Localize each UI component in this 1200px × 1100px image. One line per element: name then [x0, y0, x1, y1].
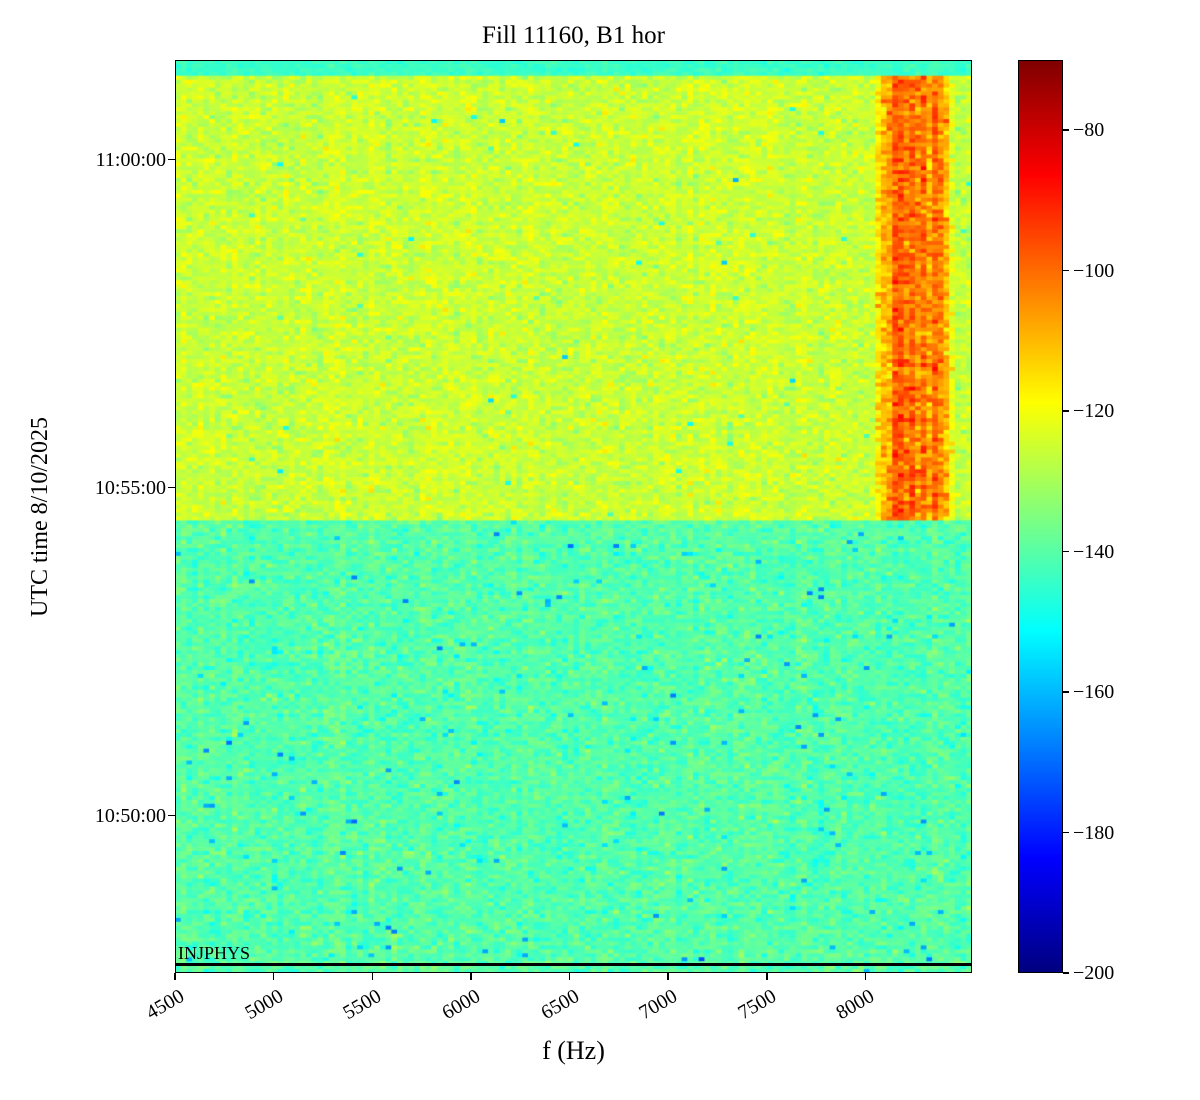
colorbar-tick-mark [1063, 831, 1069, 834]
colorbar-tick-label: −180 [1073, 821, 1115, 844]
spectrogram-heatmap [175, 60, 972, 973]
colorbar-tick-label: −120 [1073, 400, 1115, 423]
y-tick-label: 10:50:00 [94, 804, 166, 827]
y-tick-label: 11:00:00 [95, 148, 166, 171]
x-tick-mark [470, 973, 472, 980]
colorbar-tick-label: −100 [1073, 259, 1115, 282]
x-tick-mark [371, 973, 374, 980]
y-axis-label: UTC time 8/10/2025 [27, 417, 53, 617]
beam-mode-annotation: INJPHYS [178, 943, 251, 963]
colorbar-tick-mark [1063, 972, 1069, 974]
y-tick-mark [168, 814, 175, 817]
x-tick-mark [174, 973, 176, 980]
beam-mode-line [175, 963, 972, 966]
x-tick-mark [568, 973, 571, 980]
x-axis-label: f (Hz) [542, 1036, 605, 1065]
colorbar-tick-mark [1063, 269, 1069, 272]
colorbar-tick-mark [1063, 410, 1069, 412]
colorbar-tick-mark [1063, 550, 1069, 553]
y-tick-mark [168, 158, 175, 161]
colorbar-tick-label: −200 [1073, 962, 1115, 984]
colorbar-tick-mark [1063, 129, 1069, 131]
colorbar-tick-label: −160 [1073, 681, 1115, 704]
chart-title: Fill 11160, B1 hor [482, 22, 665, 49]
x-tick-mark [864, 973, 867, 980]
x-tick-mark [667, 973, 669, 980]
colorbar-tick-mark [1063, 691, 1069, 693]
colorbar-tick-label: −80 [1073, 119, 1105, 142]
y-tick-label: 10:55:00 [94, 476, 166, 499]
x-tick-mark [766, 973, 768, 980]
y-tick-mark [168, 486, 175, 489]
x-tick-mark [272, 973, 275, 980]
colorbar [1018, 60, 1063, 973]
colorbar-tick-label: −140 [1073, 540, 1115, 563]
